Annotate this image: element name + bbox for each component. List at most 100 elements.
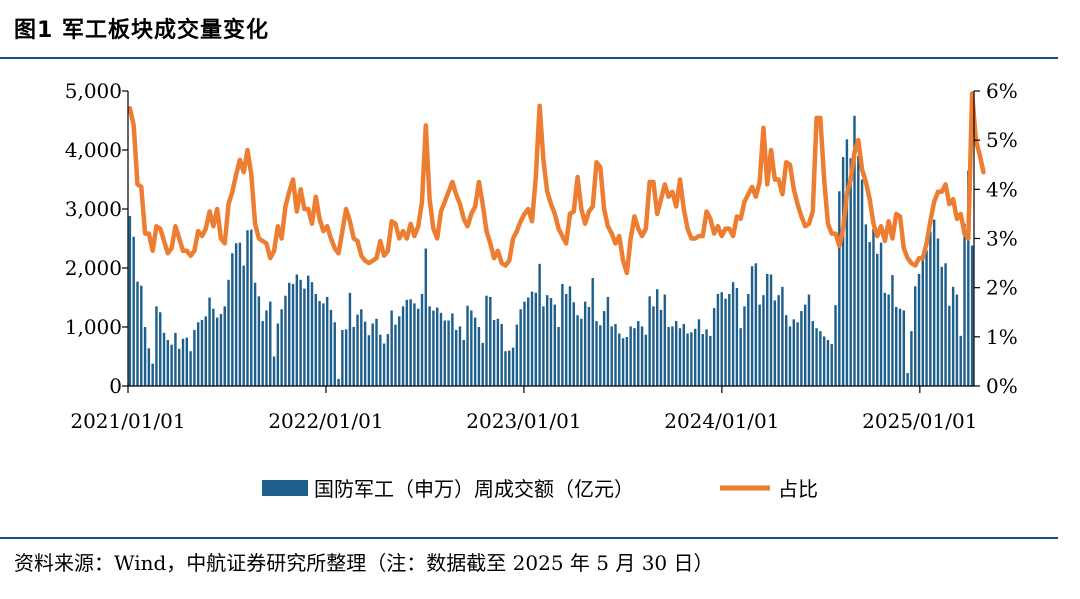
bar bbox=[929, 231, 932, 386]
bar bbox=[841, 157, 845, 386]
bar bbox=[743, 306, 746, 386]
bar bbox=[337, 378, 340, 386]
bar bbox=[284, 295, 287, 386]
bar bbox=[170, 344, 173, 386]
bar bbox=[955, 294, 959, 386]
bar bbox=[504, 351, 507, 386]
bar bbox=[386, 334, 390, 386]
bar bbox=[227, 279, 230, 386]
bar bbox=[162, 332, 166, 386]
bar bbox=[299, 279, 302, 386]
bar bbox=[910, 331, 913, 386]
bar bbox=[633, 328, 636, 386]
bar bbox=[762, 295, 765, 386]
bar bbox=[477, 327, 481, 386]
bar bbox=[625, 337, 629, 386]
bar bbox=[959, 335, 962, 386]
bar bbox=[375, 318, 378, 386]
bar bbox=[967, 170, 970, 386]
bar bbox=[902, 310, 906, 386]
bar bbox=[291, 283, 295, 386]
legend-bar-label: 国防军工（申万）周成交额（亿元） bbox=[314, 477, 634, 501]
bar bbox=[936, 238, 940, 386]
top-rule bbox=[0, 57, 1058, 59]
right-tick-label: 2% bbox=[986, 276, 1018, 300]
bar bbox=[466, 305, 469, 386]
bar bbox=[815, 328, 818, 386]
bar bbox=[185, 337, 189, 386]
bar bbox=[208, 297, 211, 386]
bar bbox=[215, 317, 219, 386]
bar bbox=[489, 296, 492, 386]
bar bbox=[796, 322, 799, 386]
bar bbox=[212, 308, 215, 386]
bar bbox=[925, 250, 928, 386]
legend: 国防军工（申万）周成交额（亿元） 占比 bbox=[262, 477, 818, 501]
bar bbox=[344, 329, 348, 386]
source-note: 资料来源：Wind，中航证券研究所整理（注：数据截至 2025 年 5 月 30… bbox=[14, 551, 714, 575]
bar bbox=[481, 342, 484, 386]
bar bbox=[159, 312, 162, 386]
bar bbox=[545, 295, 549, 386]
bar bbox=[838, 191, 841, 386]
bar bbox=[333, 322, 336, 386]
bar bbox=[678, 328, 682, 386]
bar bbox=[401, 306, 405, 386]
bar bbox=[435, 307, 439, 386]
bar bbox=[413, 303, 416, 386]
bottom-rule bbox=[0, 537, 1058, 539]
bar bbox=[181, 338, 185, 386]
bar bbox=[238, 242, 242, 386]
bar bbox=[785, 315, 788, 386]
bar bbox=[602, 311, 606, 386]
bar bbox=[663, 294, 667, 386]
bar bbox=[269, 301, 272, 386]
bar bbox=[470, 310, 473, 386]
bar bbox=[360, 309, 363, 386]
bar bbox=[583, 301, 587, 386]
bar bbox=[750, 266, 754, 386]
bar bbox=[788, 326, 792, 386]
bar bbox=[280, 309, 283, 386]
bar bbox=[542, 306, 545, 386]
bar bbox=[223, 306, 226, 386]
bar bbox=[868, 242, 871, 386]
bar bbox=[629, 326, 632, 386]
bar bbox=[189, 351, 192, 386]
bar bbox=[147, 348, 151, 386]
bar bbox=[295, 274, 299, 386]
bar bbox=[519, 309, 522, 386]
bar bbox=[693, 328, 697, 386]
bar bbox=[515, 324, 519, 386]
bar bbox=[132, 236, 135, 386]
bar bbox=[705, 329, 708, 386]
bar bbox=[606, 296, 610, 386]
bar bbox=[549, 298, 553, 386]
bar bbox=[735, 288, 739, 386]
bar bbox=[272, 356, 276, 386]
bar bbox=[246, 230, 249, 386]
bar bbox=[257, 296, 261, 386]
bar bbox=[140, 285, 143, 386]
bar bbox=[686, 333, 689, 386]
bar bbox=[906, 373, 909, 386]
figure-title: 图1 军工板块成交量变化 bbox=[14, 18, 269, 43]
x-tick-label: 2023/01/01 bbox=[466, 409, 581, 433]
bar bbox=[329, 309, 333, 386]
bar bbox=[204, 316, 207, 386]
bar bbox=[728, 293, 731, 386]
bar bbox=[712, 308, 716, 386]
bar bbox=[265, 310, 268, 386]
bar bbox=[454, 329, 458, 386]
axes: 0 1,000 2,000 3,000 4,000 5,000 0% 1% 2% 3% 4% 5% 6%… bbox=[65, 79, 1018, 433]
bar bbox=[970, 245, 974, 386]
bar bbox=[951, 286, 955, 386]
bar-series bbox=[128, 115, 974, 386]
bar bbox=[363, 321, 367, 386]
bar bbox=[618, 333, 621, 386]
bar bbox=[860, 179, 864, 386]
bar bbox=[492, 319, 496, 386]
bar bbox=[439, 312, 443, 386]
bar bbox=[276, 323, 280, 386]
bar bbox=[352, 327, 355, 386]
